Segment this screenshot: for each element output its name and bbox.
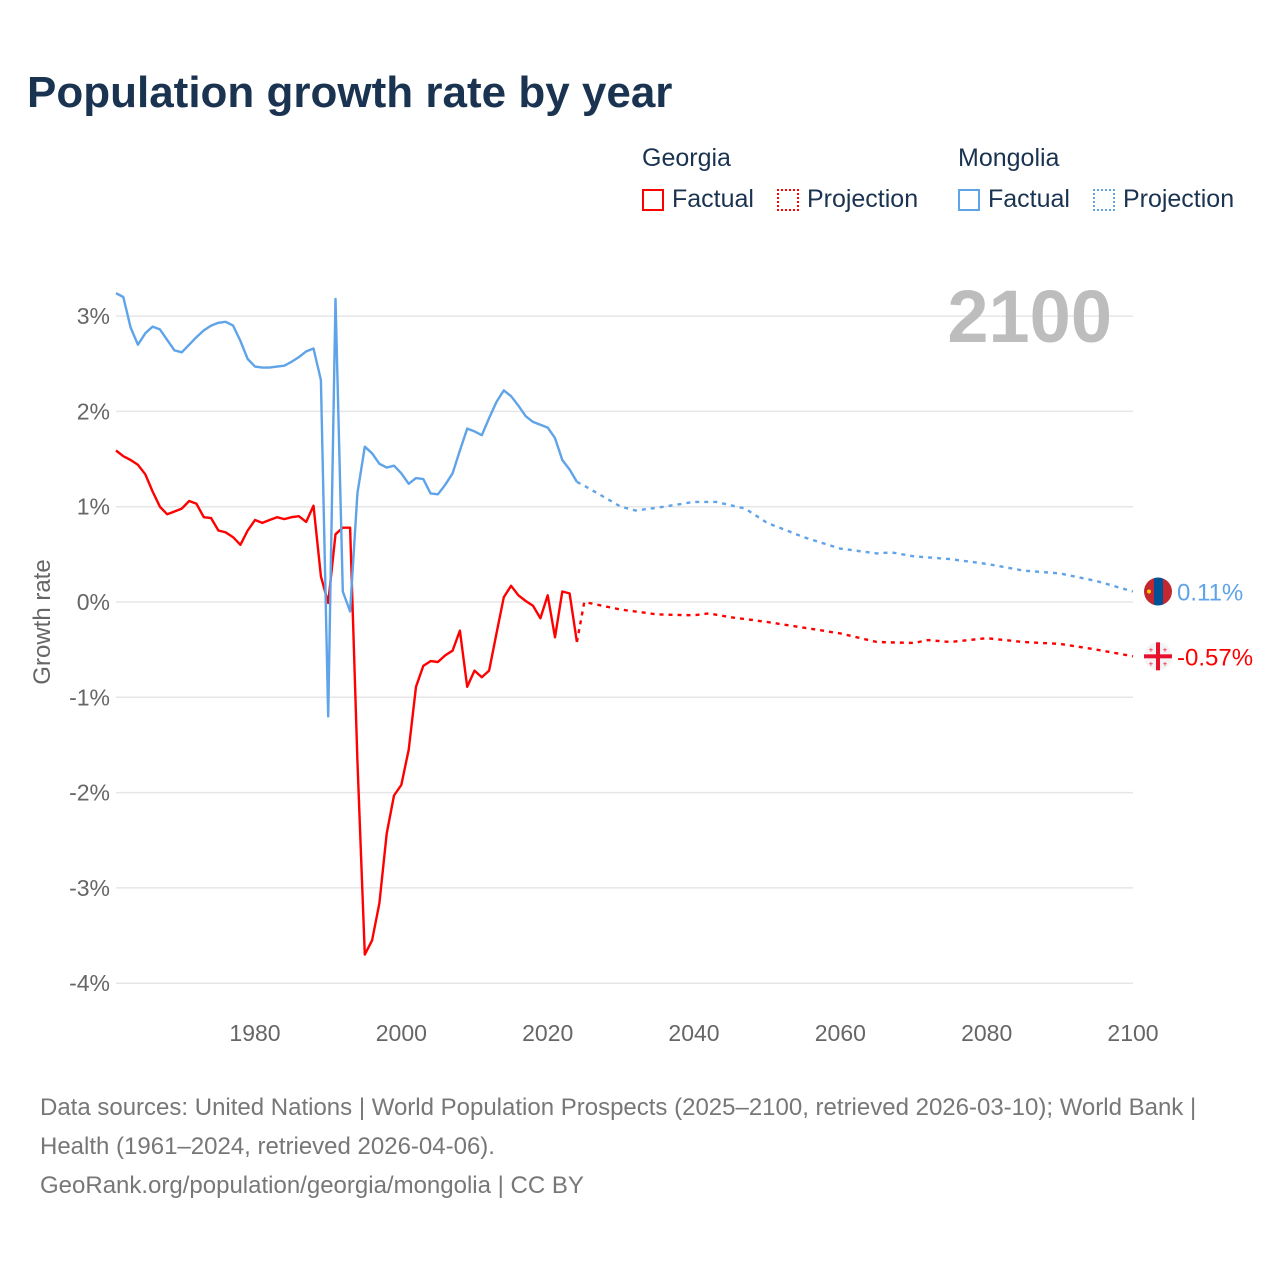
small-cross: +: [1163, 645, 1168, 654]
legend-label: Factual: [988, 185, 1070, 213]
year-watermark: 2100: [947, 275, 1112, 358]
x-tick-label: 2080: [961, 1020, 1012, 1046]
small-cross: +: [1149, 645, 1154, 654]
legend-mongolia-projection[interactable]: Projection: [1092, 185, 1235, 214]
y-tick-label: 0%: [77, 589, 110, 615]
flag-stripe-red: [1163, 577, 1172, 606]
legend-mongolia: Mongolia Factual Projection: [958, 144, 1250, 218]
x-tick-label: 2100: [1107, 1020, 1158, 1046]
legend-georgia-projection[interactable]: Projection: [776, 185, 919, 214]
x-tick-label: 2000: [376, 1020, 427, 1046]
line-chart: 3% 2% 1% 0% -1% -2% -3% -4% 1980 2000 2020 2040 2060…: [29, 275, 1253, 1046]
page-title: Population growth rate by year: [27, 68, 673, 117]
soyombo-symbol: [1147, 589, 1151, 594]
legend-group-name: Mongolia: [958, 144, 1060, 172]
georgia-flag-icon: + + + +: [1144, 642, 1172, 671]
flag-stripe-blue: [1154, 577, 1163, 606]
y-tick-label: -4%: [69, 970, 110, 996]
legend-georgia: Georgia Factual Projection: [642, 144, 934, 218]
legend-mongolia-factual[interactable]: Factual: [958, 185, 1070, 214]
dotted-swatch-icon: [1092, 188, 1115, 211]
georgia-projection-line: [575, 600, 1134, 658]
x-tick-label: 2060: [815, 1020, 866, 1046]
data-sources: Data sources: United Nations | World Pop…: [40, 1094, 1197, 1160]
footer: Data sources: United Nations | World Pop…: [40, 1088, 1240, 1205]
end-value-label: 0.11%: [1177, 580, 1243, 607]
legend-label: Projection: [806, 185, 919, 213]
x-tick-label: 2040: [668, 1020, 719, 1046]
y-tick-label: -3%: [69, 875, 110, 901]
x-tick-label: 2020: [522, 1020, 573, 1046]
y-tick-label: 3%: [77, 303, 110, 329]
mongolia-factual-line: [115, 292, 578, 718]
legend-group-name: Georgia: [642, 144, 731, 172]
small-cross: +: [1163, 659, 1168, 668]
mongolia-projection-line: [576, 480, 1134, 593]
legend-georgia-factual[interactable]: Factual: [642, 185, 754, 214]
end-value-label: -0.57%: [1177, 644, 1253, 671]
y-tick-label: 1%: [77, 494, 110, 520]
solid-swatch-icon: [958, 188, 980, 211]
dotted-swatch-icon: [776, 188, 799, 211]
flag-stripes: [1144, 577, 1172, 606]
y-axis-label: Growth rate: [29, 559, 56, 684]
y-tick-label: 2%: [77, 398, 110, 424]
x-tick-label: 1980: [229, 1020, 280, 1046]
legend-label: Factual: [672, 185, 754, 213]
source-link[interactable]: GeoRank.org/population/georgia/mongolia …: [40, 1172, 584, 1199]
solid-swatch-icon: [642, 188, 664, 211]
small-cross: +: [1149, 659, 1154, 668]
y-tick-label: -2%: [69, 780, 110, 806]
mongolia-flag-icon: [1144, 577, 1172, 606]
flag-cross-v: [1156, 642, 1160, 671]
y-tick-label: -1%: [69, 684, 110, 710]
georgia-factual-line: [115, 449, 579, 956]
legend-label: Projection: [1122, 185, 1235, 213]
